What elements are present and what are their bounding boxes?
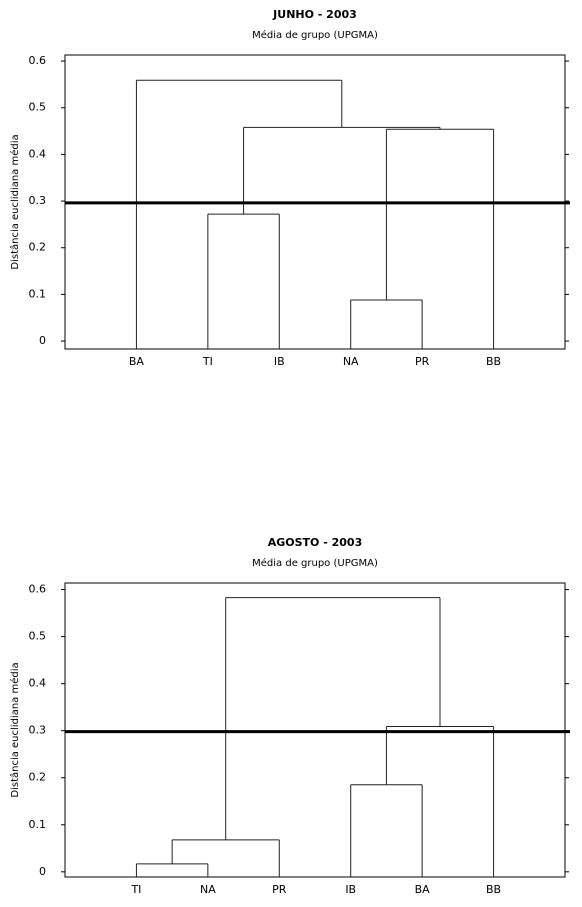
dendrogram-link (135, 79, 343, 349)
y-tick-label: 0.4 (29, 677, 47, 690)
y-tick-label: 0.3 (29, 724, 47, 737)
x-tick-label: PR (415, 355, 430, 368)
dendrogram-link (243, 126, 441, 215)
dendrogram-link (385, 128, 495, 349)
x-tick-label: TI (130, 883, 141, 896)
x-tick-label: NA (343, 355, 359, 368)
y-tick-label: 0.5 (29, 101, 47, 114)
y-tick-label: 0.1 (29, 818, 47, 831)
y-tick-label: 0.4 (29, 147, 47, 160)
x-tick-label: IB (345, 883, 356, 896)
y-tick-label: 0.2 (29, 771, 47, 784)
dendrogram-link (171, 839, 280, 877)
dendrogram-link (350, 784, 423, 877)
x-tick-label: BB (486, 883, 501, 896)
plot-frame (64, 582, 566, 878)
x-tick-label: TI (202, 355, 213, 368)
x-tick-label: PR (272, 883, 287, 896)
dendrogram-link (385, 725, 495, 877)
chart-subtitle: Média de grupo (UPGMA) (252, 29, 378, 41)
y-tick-label: 0.6 (29, 54, 47, 67)
y-tick-label: 0.1 (29, 287, 47, 300)
chart: JUNHO - 2003 Média de grupo (UPGMA) Distân… (9, 8, 570, 368)
y-tick-label: 0 (39, 865, 46, 878)
chart-title: JUNHO - 2003 (272, 8, 357, 21)
chart-subtitle: Média de grupo (UPGMA) (252, 557, 378, 569)
y-tick-label: 0.3 (29, 194, 47, 207)
x-tick-label: BB (486, 355, 501, 368)
chart-title: AGOSTO - 2003 (268, 536, 363, 549)
y-tick-label: 0.2 (29, 241, 47, 254)
dendrogram-link (207, 213, 280, 349)
y-tick-label: 0 (39, 334, 46, 347)
chart: AGOSTO - 2003 Média de grupo (UPGMA) Distâ… (9, 536, 570, 896)
dendrogram-link (225, 597, 441, 840)
dendrogram-link (135, 863, 209, 877)
x-tick-label: NA (200, 883, 216, 896)
y-axis-label: Distância euclidiana média (9, 134, 21, 269)
y-tick-label: 0.6 (29, 583, 47, 596)
x-tick-label: BA (415, 883, 431, 896)
y-tick-label: 0.5 (29, 630, 47, 643)
y-axis-label: Distância euclidiana média (9, 662, 21, 797)
x-tick-label: IB (274, 355, 285, 368)
dendrogram-link (350, 299, 423, 349)
x-tick-label: BA (129, 355, 145, 368)
